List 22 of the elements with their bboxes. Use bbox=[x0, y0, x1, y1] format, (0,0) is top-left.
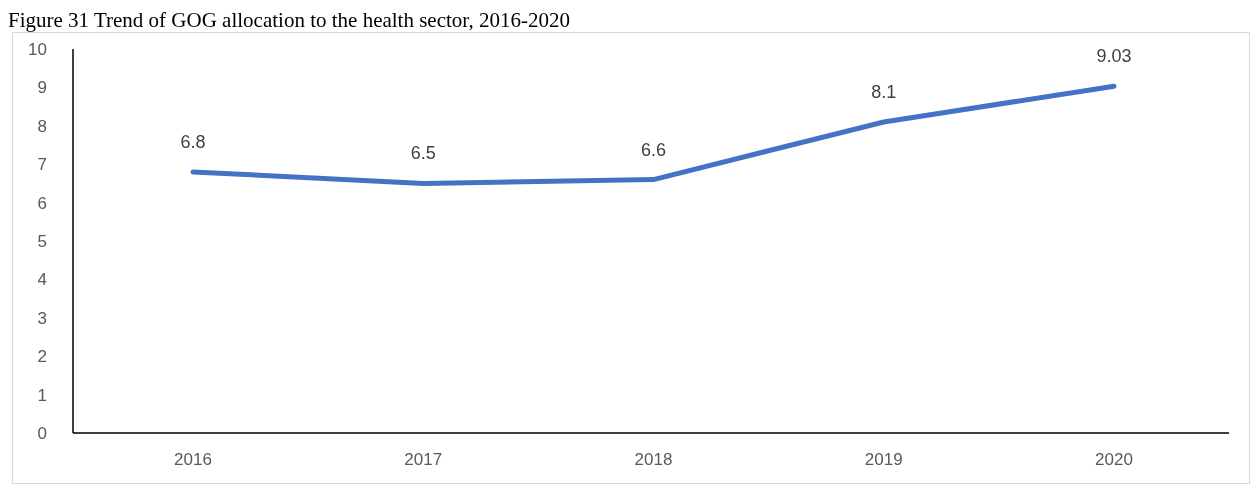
y-tick-label: 10 bbox=[28, 40, 47, 60]
y-tick-label: 7 bbox=[37, 155, 47, 175]
x-tick-label: 2016 bbox=[174, 450, 212, 470]
y-tick-label: 6 bbox=[37, 193, 47, 213]
x-tick-label: 2017 bbox=[404, 450, 443, 470]
data-label: 6.6 bbox=[640, 139, 667, 160]
data-label: 9.03 bbox=[1096, 46, 1132, 67]
y-tick-label: 3 bbox=[37, 308, 47, 328]
y-tick-label: 2 bbox=[37, 347, 47, 367]
x-tick-label: 2020 bbox=[1095, 450, 1133, 470]
y-tick-label: 8 bbox=[37, 116, 47, 136]
x-tick-label: 2018 bbox=[634, 450, 673, 470]
data-label: 6.5 bbox=[410, 143, 436, 164]
y-tick-label: 9 bbox=[37, 78, 47, 98]
chart-title: Figure 31 Trend of GOG allocation to the health sector, 2016-2020 bbox=[8, 8, 571, 32]
y-tick-label: 1 bbox=[37, 385, 47, 405]
y-tick-label: 0 bbox=[37, 424, 47, 444]
data-label: 6.8 bbox=[180, 131, 206, 152]
data-label: 8.1 bbox=[871, 81, 897, 102]
x-tick-label: 2019 bbox=[864, 450, 903, 470]
y-tick-label: 5 bbox=[37, 232, 47, 252]
y-tick-label: 4 bbox=[37, 270, 47, 290]
